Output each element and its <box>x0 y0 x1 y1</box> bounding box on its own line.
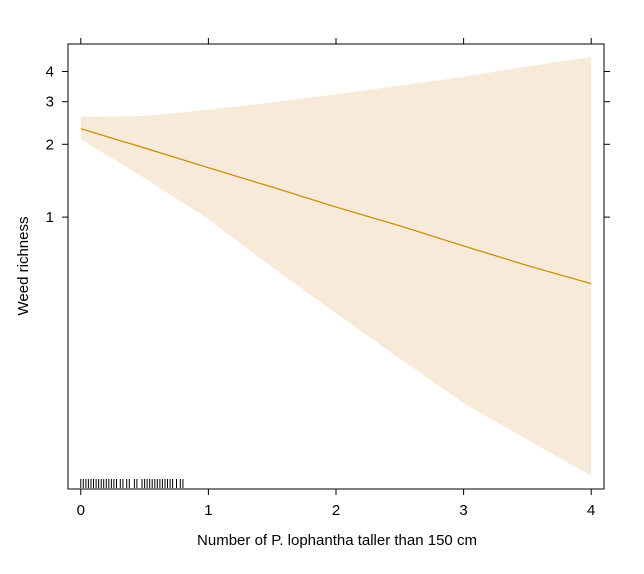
rug-layer <box>80 479 184 488</box>
y-tick-label: 1 <box>46 209 54 226</box>
x-tick-label: 4 <box>587 502 595 519</box>
x-tick-label: 0 <box>77 502 85 519</box>
fit-line-layer <box>80 128 592 285</box>
x-tick-label: 3 <box>459 502 467 519</box>
y-axis: 1 2 3 4 <box>46 64 610 226</box>
confidence-band-layer <box>80 56 592 476</box>
x-axis-label: Number of P. lophantha taller than 150 c… <box>197 532 477 549</box>
x-axis: 0 1 2 3 4 <box>77 38 595 519</box>
y-tick-label: 4 <box>46 64 54 81</box>
x-tick-label: 1 <box>204 502 212 519</box>
x-tick-label: 2 <box>332 502 340 519</box>
confidence-band <box>80 56 592 476</box>
y-tick-label: 2 <box>46 136 54 153</box>
fit-line <box>80 128 592 285</box>
y-axis-label: Weed richness <box>15 217 32 316</box>
y-tick-label: 3 <box>46 94 54 111</box>
